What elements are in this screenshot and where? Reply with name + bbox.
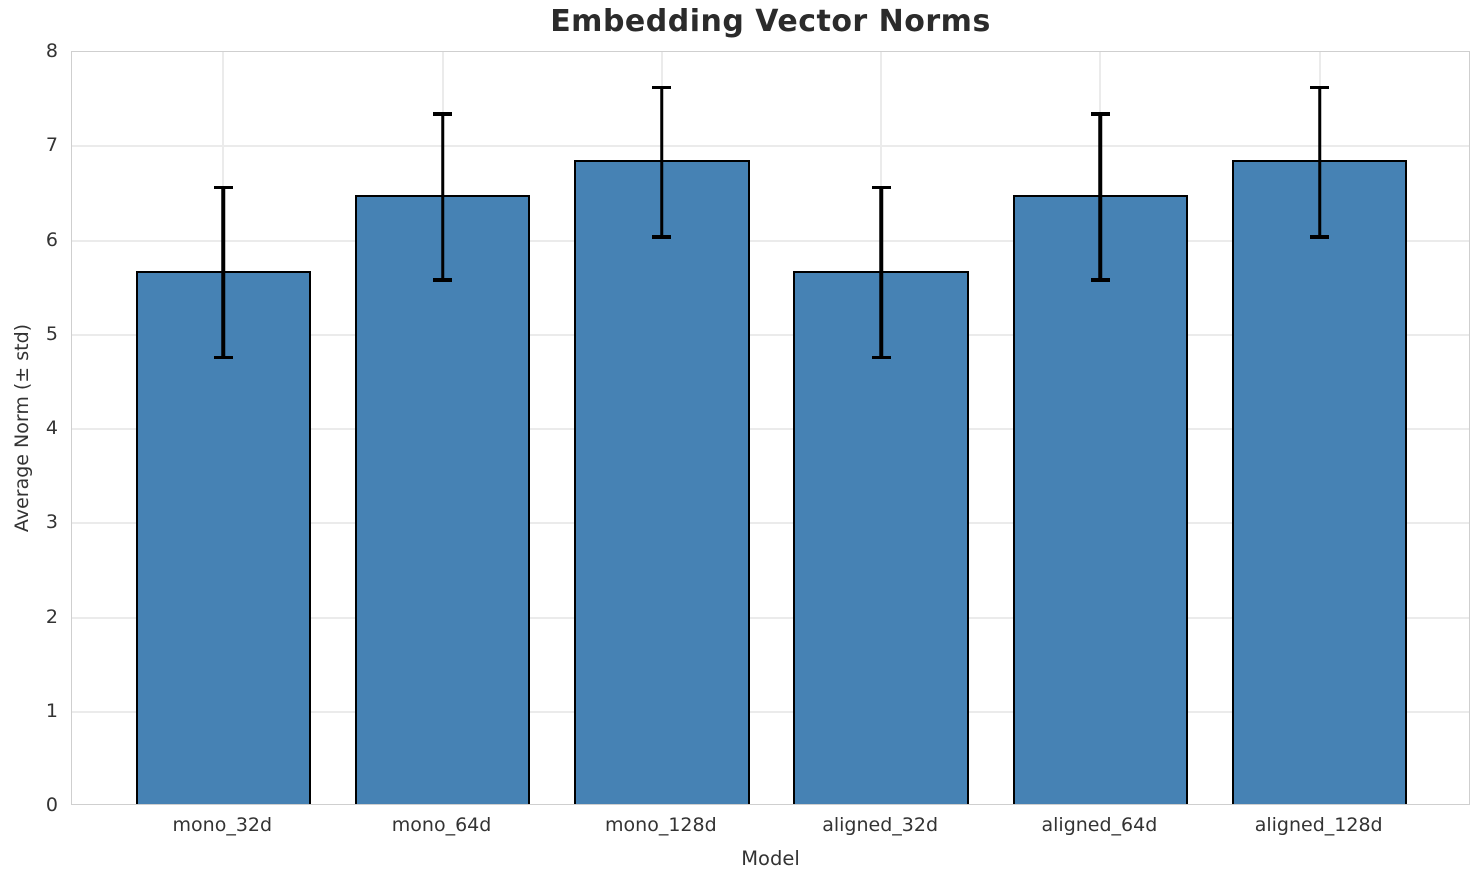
bar-aligned_64d — [1012, 195, 1189, 804]
error-bar-cap-bottom — [1090, 278, 1110, 282]
error-bar-mono_32d — [213, 185, 233, 360]
bar-aligned_128d — [1231, 160, 1408, 804]
gridline-horizontal — [72, 145, 1469, 148]
xtick-label-aligned_32d: aligned_32d — [822, 814, 939, 836]
chart-title: Embedding Vector Norms — [550, 4, 991, 39]
error-bar-stem — [879, 185, 883, 360]
gridline-horizontal — [72, 616, 1469, 619]
gridline-horizontal — [72, 239, 1469, 242]
error-bar-aligned_32d — [871, 185, 891, 360]
error-bar-aligned_64d — [1090, 112, 1110, 282]
xtick-label-aligned_64d: aligned_64d — [1041, 814, 1158, 836]
error-bar-cap-top — [871, 185, 891, 190]
error-bar-cap-bottom — [213, 355, 233, 360]
error-bar-mono_128d — [652, 85, 672, 239]
gridline-horizontal — [72, 710, 1469, 713]
error-bar-mono_64d — [433, 112, 453, 282]
gridline-horizontal — [72, 522, 1469, 525]
error-bar-stem — [1317, 85, 1322, 239]
error-bar-cap-top — [1310, 85, 1330, 90]
error-bar-cap-top — [213, 185, 233, 190]
ytick-label-6: 6 — [45, 228, 58, 251]
gridline-horizontal — [72, 428, 1469, 430]
xtick-label-mono_32d: mono_32d — [172, 814, 273, 836]
error-bar-cap-bottom — [871, 355, 891, 360]
bar-mono_64d — [354, 195, 531, 804]
xtick-label-mono_64d: mono_64d — [391, 814, 492, 836]
ytick-label-4: 4 — [45, 417, 58, 439]
plot-area — [71, 51, 1470, 805]
error-bar-stem — [221, 185, 226, 360]
x-axis-label: Model — [741, 847, 800, 870]
gridline-horizontal — [72, 333, 1469, 336]
bar-mono_32d — [135, 270, 311, 804]
bar-mono_128d — [574, 160, 750, 804]
ytick-label-5: 5 — [45, 322, 58, 345]
ytick-label-0: 0 — [45, 794, 58, 816]
error-bar-stem — [660, 85, 664, 239]
xtick-label-mono_128d: mono_128d — [605, 814, 717, 836]
error-bar-cap-bottom — [433, 278, 453, 282]
error-bar-cap-top — [1090, 112, 1110, 116]
error-bar-stem — [1098, 112, 1103, 282]
xtick-label-aligned_128d: aligned_128d — [1254, 814, 1383, 836]
error-bar-stem — [440, 112, 445, 282]
ytick-label-2: 2 — [45, 605, 58, 628]
error-bar-cap-bottom — [652, 235, 672, 239]
ytick-label-1: 1 — [45, 699, 58, 722]
error-bar-cap-bottom — [1310, 235, 1330, 239]
error-bar-aligned_128d — [1310, 85, 1330, 239]
ytick-label-8: 8 — [45, 40, 58, 62]
error-bar-cap-top — [433, 112, 453, 116]
error-bar-cap-top — [652, 85, 672, 90]
ytick-label-7: 7 — [45, 134, 58, 157]
ytick-label-3: 3 — [45, 511, 58, 534]
